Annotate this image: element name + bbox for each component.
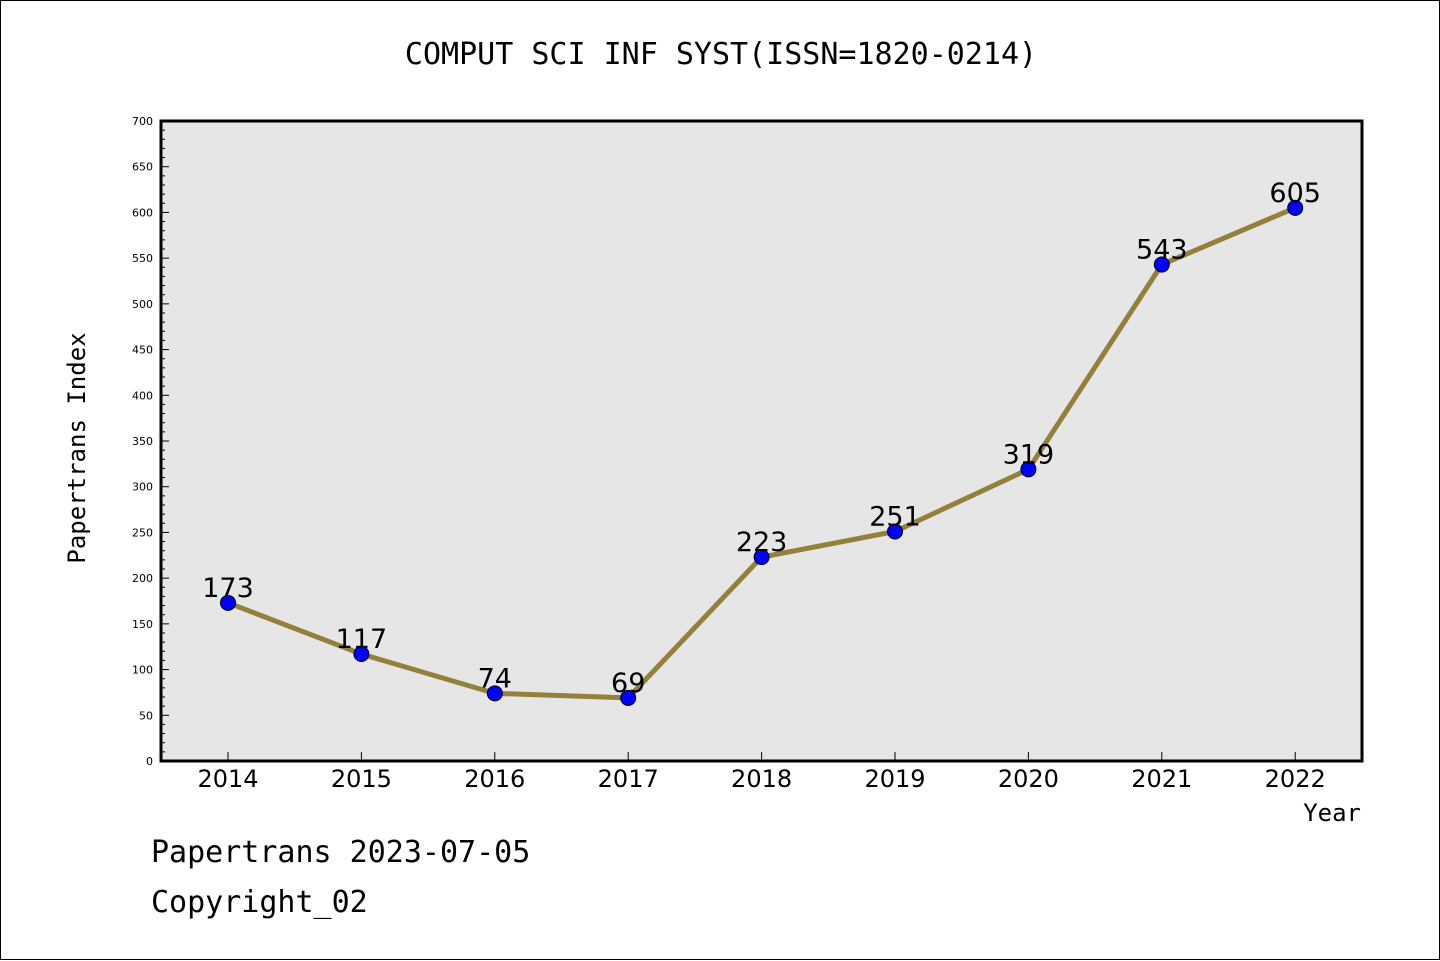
y-tick-label: 550 bbox=[132, 252, 153, 265]
footer-copyright: Copyright_02 bbox=[151, 885, 368, 920]
data-point bbox=[753, 549, 770, 566]
data-point bbox=[1020, 461, 1037, 478]
data-label: 117 bbox=[336, 624, 388, 655]
chart-title: COMPUT SCI INF SYST(ISSN=1820-0214) bbox=[404, 37, 1038, 72]
y-tick-label: 500 bbox=[132, 298, 153, 311]
x-tick-label: 2018 bbox=[731, 765, 792, 793]
y-tick-label: 400 bbox=[132, 389, 153, 402]
data-point bbox=[1287, 199, 1304, 216]
y-axis-label: Papertrans Index bbox=[63, 332, 91, 563]
data-point bbox=[887, 523, 903, 540]
y-tick-label: 50 bbox=[139, 709, 153, 722]
y-tick-label: 450 bbox=[132, 344, 153, 357]
plot-area bbox=[161, 121, 1362, 761]
y-tick-label: 0 bbox=[146, 755, 153, 768]
y-tick-label: 250 bbox=[132, 526, 153, 539]
x-axis-ticks: 2014 2015 2016 2017 2018 2019 2020 2021 2022 bbox=[197, 752, 1326, 793]
data-label: 74 bbox=[478, 663, 512, 694]
x-tick-label: 2019 bbox=[864, 765, 925, 793]
data-label: 251 bbox=[869, 502, 921, 533]
data-label: 69 bbox=[611, 668, 645, 699]
data-label: 605 bbox=[1269, 178, 1321, 209]
y-tick-label: 300 bbox=[132, 481, 153, 494]
x-axis-label: Year bbox=[1303, 799, 1361, 827]
x-tick-label: 2022 bbox=[1265, 765, 1326, 793]
data-point bbox=[220, 594, 236, 611]
plot-border bbox=[159, 119, 1364, 763]
data-label: 173 bbox=[202, 573, 254, 604]
x-tick-label: 2015 bbox=[331, 765, 392, 793]
y-tick-label: 150 bbox=[132, 618, 153, 631]
y-axis-ticks: 0 50 100 150 200 250 300 350 400 450 500 550 600 650 7… bbox=[132, 115, 169, 768]
y-tick-label: 650 bbox=[132, 161, 153, 174]
data-series: 173 117 74 69 223 251 319 543 605 bbox=[202, 178, 1321, 706]
data-point bbox=[1153, 256, 1170, 273]
y-tick-label: 600 bbox=[132, 206, 153, 219]
x-tick-label: 2017 bbox=[598, 765, 659, 793]
x-tick-label: 2014 bbox=[197, 765, 258, 793]
y-tick-label: 350 bbox=[132, 435, 153, 448]
x-tick-label: 2021 bbox=[1131, 765, 1192, 793]
data-point bbox=[353, 646, 370, 663]
y-tick-label: 700 bbox=[132, 115, 153, 128]
data-point bbox=[486, 685, 503, 702]
y-tick-label: 100 bbox=[132, 664, 153, 677]
data-label: 543 bbox=[1136, 235, 1188, 266]
x-tick-label: 2016 bbox=[464, 765, 525, 793]
footer-date: Papertrans 2023-07-05 bbox=[151, 835, 531, 870]
y-tick-label: 200 bbox=[132, 572, 153, 585]
x-tick-label: 2020 bbox=[998, 765, 1059, 793]
data-point bbox=[620, 689, 637, 706]
data-label: 319 bbox=[1003, 439, 1055, 470]
data-label: 223 bbox=[736, 527, 788, 558]
